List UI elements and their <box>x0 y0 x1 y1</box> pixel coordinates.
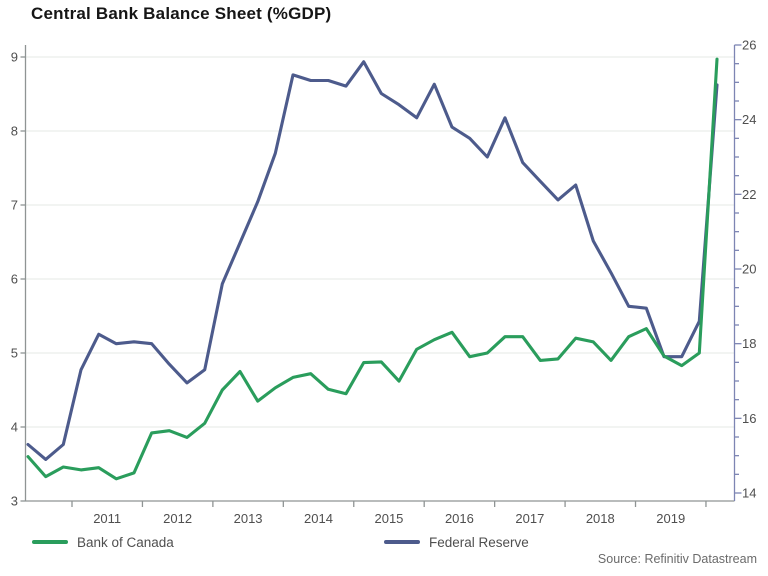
axis-tick-label: 26 <box>742 38 756 53</box>
axis-tick-label: 24 <box>742 112 756 127</box>
axis-tick-label: 8 <box>11 124 18 139</box>
source-attribution: Source: Refinitiv Datastream <box>597 552 757 566</box>
axis-tick-label: 4 <box>11 420 18 435</box>
axis-tick-label: 2018 <box>586 511 615 526</box>
axis-tick-label: 9 <box>11 50 18 65</box>
axis-tick-label: 2013 <box>234 511 263 526</box>
axis-tick-label: 18 <box>742 336 756 351</box>
right-axis: 14 16 18 20 22 24 26 <box>733 38 756 501</box>
axis-tick-label: 2017 <box>515 511 544 526</box>
axis-tick-label: 3 <box>11 494 18 509</box>
series-line-federal-reserve <box>26 60 719 461</box>
axis-tick-label: 5 <box>11 346 18 361</box>
chart-title: Central Bank Balance Sheet (%GDP) <box>31 4 332 23</box>
axis-tick-label: 20 <box>742 262 756 277</box>
gridlines <box>26 56 734 428</box>
axis-tick-label: 2019 <box>656 511 685 526</box>
legend-item-bank-of-canada: Bank of Canada <box>32 533 174 551</box>
chart-legend: Bank of Canada Federal Reserve <box>0 533 768 551</box>
axis-tick-label: 2015 <box>374 511 403 526</box>
axis-tick-label: 22 <box>742 187 756 202</box>
axis-tick-label: 14 <box>742 486 756 501</box>
left-axis: 3 4 5 6 7 8 9 <box>11 45 27 509</box>
boc-line-swatch-icon <box>32 540 68 544</box>
legend-label-bank-of-canada: Bank of Canada <box>77 534 174 550</box>
legend-label-federal-reserve: Federal Reserve <box>429 534 529 550</box>
axis-tick-label: 16 <box>742 411 756 426</box>
fed-line-swatch-icon <box>384 540 420 544</box>
legend-item-federal-reserve: Federal Reserve <box>384 533 529 551</box>
axis-tick-label: 7 <box>11 198 18 213</box>
series-line-bank-of-canada <box>26 57 719 481</box>
x-axis: 2011 2012 2013 2014 2015 2016 2017 2018 2019 <box>25 500 735 526</box>
axis-tick-label: 6 <box>11 272 18 287</box>
axis-tick-label: 2014 <box>304 511 333 526</box>
axis-tick-label: 2012 <box>163 511 192 526</box>
axis-tick-label: 2011 <box>93 511 121 526</box>
axis-tick-label: 2016 <box>445 511 474 526</box>
